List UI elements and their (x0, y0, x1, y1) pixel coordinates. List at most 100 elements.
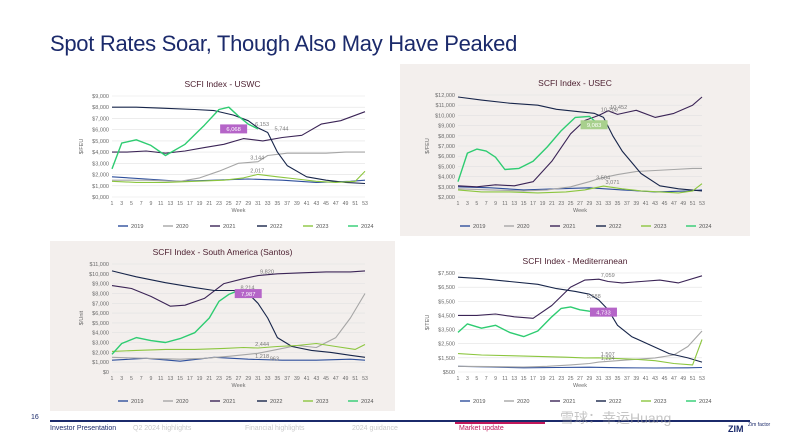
x-tick-label: 31 (255, 201, 261, 207)
series-line-2021 (457, 96, 703, 188)
zim-factor-logo: Zim factor (748, 422, 771, 428)
legend-label-2022: 2022 (609, 224, 621, 230)
y-tick-label: $6,500 (438, 285, 455, 291)
x-tick-label: 39 (294, 376, 300, 382)
x-tick-label: 51 (690, 376, 696, 382)
x-tick-label: 45 (662, 201, 668, 207)
x-tick-label: 13 (511, 376, 517, 382)
active-tab-indicator (455, 422, 545, 424)
chart-uswc: SCFI Index - USWC $0,000 $1,000 $2,000 $3,00… (79, 79, 373, 230)
series-line-2023 (111, 170, 366, 183)
x-tick-label: 7 (485, 201, 488, 207)
legend-label-2024: 2024 (361, 399, 373, 405)
data-annotation: 6,153 (255, 122, 269, 128)
series-line-2022 (457, 96, 703, 192)
x-tick-label: 5 (475, 376, 478, 382)
x-tick-label: 45 (323, 201, 329, 207)
legend-label-2019: 2019 (473, 224, 485, 230)
x-tick-label: 47 (333, 201, 339, 207)
data-annotation: 5,588 (587, 294, 601, 300)
x-tick-label: 13 (511, 201, 517, 207)
x-tick-label: 29 (245, 376, 251, 382)
legend-label-2021: 2021 (223, 224, 235, 230)
x-tick-label: 29 (586, 201, 592, 207)
x-tick-label: 15 (177, 376, 183, 382)
x-tick-label: 3 (466, 201, 469, 207)
footer-tab-2024-guidance[interactable]: 2024 guidance (352, 425, 398, 432)
y-tick-label: $10,000 (89, 272, 109, 278)
series-line-2022 (111, 270, 366, 358)
legend-label-2020: 2020 (517, 399, 529, 405)
data-annotation: 5,744 (275, 127, 289, 133)
x-tick-label: 11 (158, 201, 163, 207)
y-tick-label: $3,500 (438, 328, 455, 334)
legend-label-2020: 2020 (176, 399, 188, 405)
x-tick-label: 17 (187, 201, 193, 207)
y-tick-label: $5,000 (92, 321, 109, 327)
x-tick-label: 5 (130, 376, 133, 382)
series-line-2019 (111, 356, 366, 362)
y-tick-label: $9,000 (92, 94, 109, 100)
y-tick-label: $9,000 (92, 282, 109, 288)
y-tick-label: $2,000 (92, 173, 109, 179)
latest-value-label: 9,083 (587, 123, 602, 129)
x-tick-label: 21 (549, 376, 555, 382)
series-line-2021 (111, 270, 366, 307)
x-tick-label: 19 (540, 376, 546, 382)
x-tick-label: 19 (197, 376, 203, 382)
legend-label-2019: 2019 (473, 399, 485, 405)
footer-tab-q2-highlights[interactable]: Q2 2024 highlights (133, 425, 192, 432)
y-tick-label: $10,000 (435, 113, 455, 119)
x-tick-label: 49 (343, 201, 349, 207)
series-line-2023 (457, 183, 703, 194)
y-tick-label: $1,500 (438, 356, 455, 362)
chart-panel-uswc: SCFI Index - USWC $0,000 $1,000 $2,000 $3,00… (50, 66, 395, 238)
x-tick-label: 27 (236, 201, 242, 207)
y-tick-label: $2,000 (438, 195, 455, 201)
footer-tab-investor-presentation[interactable]: Investor Presentation (50, 425, 117, 432)
x-tick-label: 21 (206, 376, 212, 382)
x-tick-label: 33 (605, 201, 611, 207)
x-tick-label: 43 (652, 201, 658, 207)
data-annotation: 3,504 (596, 176, 610, 182)
x-tick-label: 17 (530, 201, 536, 207)
latest-value-label: 6,068 (226, 127, 241, 133)
legend-label-2020: 2020 (517, 224, 529, 230)
y-tick-label: $4,000 (92, 331, 109, 337)
y-tick-label: $1,000 (92, 360, 109, 366)
y-tick-label: $4,000 (438, 175, 455, 181)
latest-value-box (234, 289, 262, 299)
chart-usec: SCFI Index - USEC $2,000 $3,000 $4,000 $5,00… (425, 78, 711, 230)
x-tick-label: 51 (352, 376, 358, 382)
data-annotation: 963 (270, 357, 279, 363)
x-tick-label: 33 (265, 376, 271, 382)
x-tick-label: 41 (304, 376, 310, 382)
y-tick-label: $7,000 (438, 144, 455, 150)
data-annotation: 1,507 (601, 352, 615, 358)
data-annotation: 2,017 (250, 168, 264, 174)
x-tick-label: 13 (167, 376, 173, 382)
data-annotation: 8,214 (241, 285, 255, 291)
series-line-2021 (458, 275, 703, 319)
legend-label-2023: 2023 (654, 224, 666, 230)
y-tick-label: $8,000 (92, 105, 109, 111)
y-tick-label: $5,500 (438, 299, 455, 305)
x-tick-label: 53 (699, 201, 705, 207)
data-annotation: 7,059 (601, 273, 615, 279)
data-annotation: 9,820 (260, 270, 274, 276)
x-tick-label: 9 (494, 376, 497, 382)
footer-divider (50, 420, 750, 422)
x-tick-label: 11 (502, 201, 507, 207)
x-tick-label: 15 (521, 201, 527, 207)
x-tick-label: 41 (643, 376, 649, 382)
chart-title: SCFI Index - Mediterranean (523, 256, 628, 266)
x-tick-label: 25 (226, 376, 232, 382)
y-axis-label: $/Unit (79, 310, 85, 325)
x-tick-label: 9 (494, 201, 497, 207)
footer-tab-market-update[interactable]: Market update (459, 425, 504, 432)
x-tick-label: 25 (568, 201, 574, 207)
x-tick-label: 33 (265, 201, 271, 207)
y-tick-label: $4,000 (92, 150, 109, 156)
y-tick-label: $1,000 (92, 184, 109, 190)
footer-tab-financial-highlights[interactable]: Financial highlights (245, 425, 305, 432)
